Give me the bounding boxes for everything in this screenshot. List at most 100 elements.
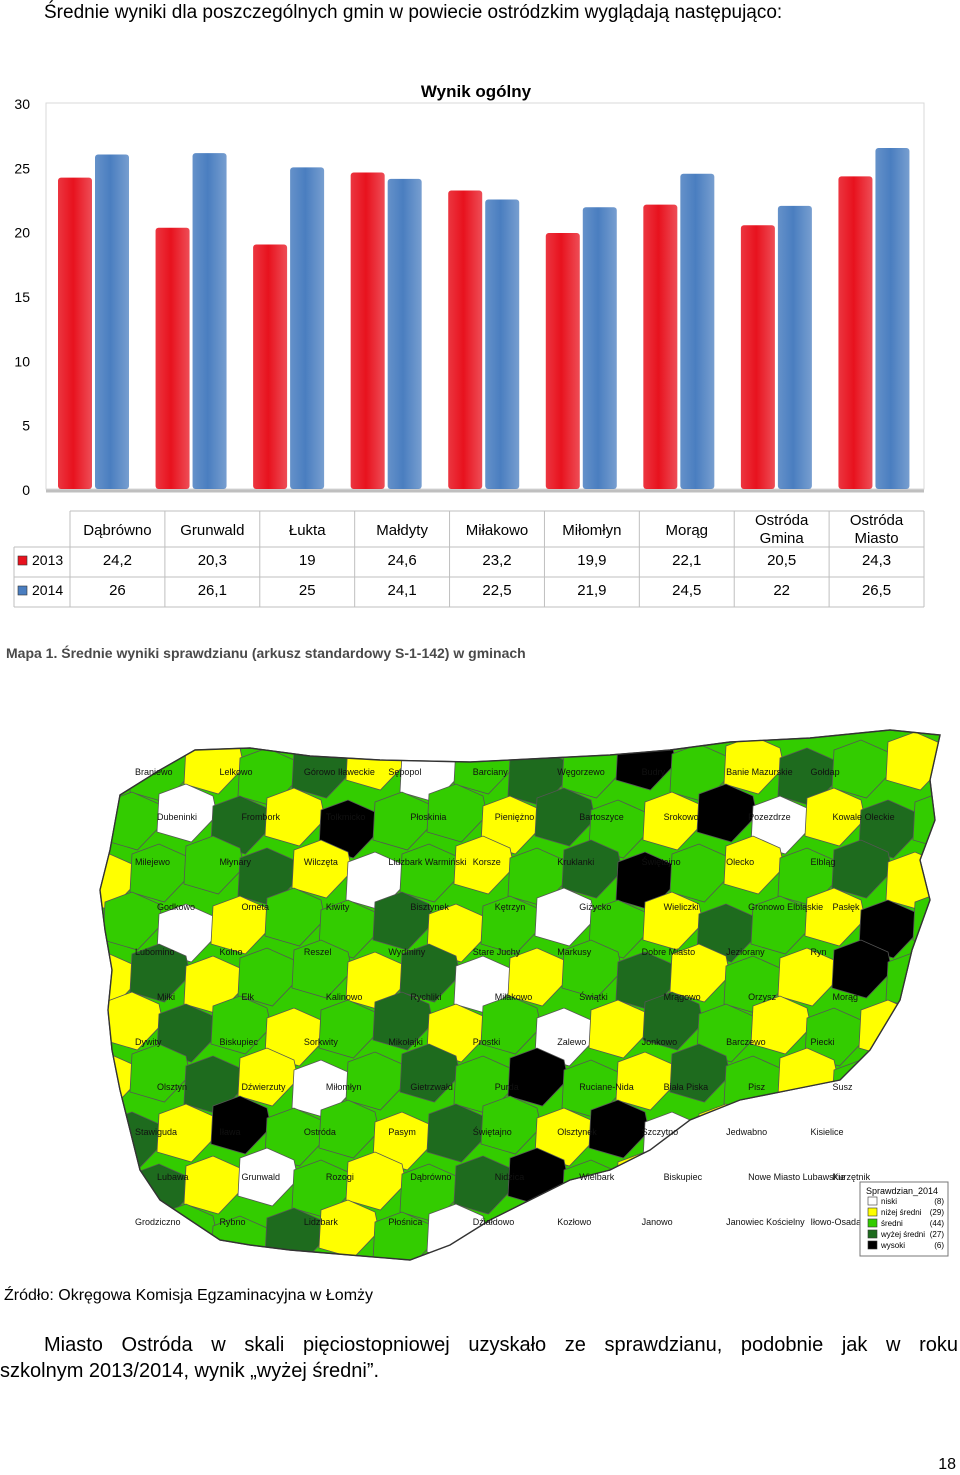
map-label: Mrągowo	[664, 992, 701, 1002]
map-label: Sępopol	[388, 767, 421, 777]
map-label: Stare Juchy	[473, 947, 521, 957]
map-label: Miłki	[157, 992, 175, 1002]
bar-2013	[155, 227, 190, 489]
municipality-map: Braniewo Lelkowo Górowo Iławeckie Sępopol Ba…	[50, 700, 950, 1265]
map-label: Kalinowo	[326, 992, 363, 1002]
map-region	[588, 1199, 650, 1259]
map-label: Biskupiec	[219, 1037, 258, 1047]
map-label: Dubeninki	[157, 812, 197, 822]
map-label: Srokowo	[664, 812, 699, 822]
map-label: Kozłowo	[557, 1217, 591, 1227]
legend-label: wyżej średni	[880, 1230, 925, 1239]
category-label: Miłakowo	[466, 522, 529, 539]
y-tick-label: 20	[14, 225, 30, 241]
bar-2014	[387, 178, 422, 489]
map-label: Pozezdrze	[748, 812, 791, 822]
map-label: Pasłęk	[833, 902, 861, 912]
bar-2013	[643, 204, 678, 489]
bar-2013	[350, 172, 385, 489]
legend-count: (44)	[930, 1219, 945, 1228]
bar-2014	[582, 207, 617, 489]
legend-swatch	[867, 1229, 878, 1239]
map-label: Grunwald	[241, 1172, 280, 1182]
map-label: Pieniężno	[495, 812, 535, 822]
map-region	[750, 1095, 812, 1155]
map-label: Janowiec Kościelny	[726, 1217, 805, 1227]
map-label: Elbląg	[811, 857, 836, 867]
legend-swatch-2013	[17, 555, 28, 566]
map-label: Barczewo	[726, 1037, 766, 1047]
map-label: Purda	[495, 1082, 519, 1092]
map-label: Lubomino	[135, 947, 175, 957]
map-label: Ruciane-Nida	[579, 1082, 634, 1092]
map-label: Olecko	[726, 857, 754, 867]
map-label: Kurzętnik	[833, 1172, 871, 1182]
map-label: Giżycko	[579, 902, 611, 912]
map-label: Olsztyn	[157, 1082, 187, 1092]
map-label: Zalewo	[557, 1037, 586, 1047]
map-region	[858, 1099, 920, 1159]
map-label: Piecki	[811, 1037, 835, 1047]
map-label: Nidzica	[495, 1172, 525, 1182]
map-label: Dywity	[135, 1037, 162, 1047]
bar-2014	[875, 148, 910, 489]
data-label: 26,1	[198, 582, 227, 599]
data-label: 26	[109, 582, 126, 599]
map-label: Świątki	[579, 991, 608, 1002]
map-region	[696, 1203, 758, 1260]
map-label: Lubawa	[157, 1172, 189, 1182]
map-label: Markusy	[557, 947, 592, 957]
map-label: Gołdap	[811, 767, 840, 777]
map-region	[858, 999, 920, 1059]
map-label: Kolno	[219, 947, 242, 957]
map-label: Budry	[642, 767, 666, 777]
data-label: 24,3	[862, 552, 891, 569]
map-label: Grodziczno	[135, 1217, 181, 1227]
legend-count: (27)	[930, 1230, 945, 1239]
map-label: Dobre Miasto	[642, 947, 696, 957]
map-label: Braniewo	[135, 767, 173, 777]
summary-paragraph: Miasto Ostróda w skali pięciostopniowej …	[0, 1332, 958, 1384]
bar-2014	[680, 173, 715, 489]
legend-swatch	[867, 1196, 878, 1206]
map-label: Lelkowo	[219, 767, 252, 777]
map-label: Mikołajki	[388, 1037, 423, 1047]
map-label: Janowo	[642, 1217, 673, 1227]
map-label: Prostki	[473, 1037, 501, 1047]
y-tick-label: 30	[14, 96, 30, 112]
map-label: Bisztynek	[410, 902, 449, 912]
data-label: 19	[299, 552, 316, 569]
map-label: Wielbark	[579, 1172, 615, 1182]
map-region	[885, 1051, 940, 1111]
map-label: Dźiałdowo	[473, 1217, 515, 1227]
data-label: 20,3	[198, 552, 227, 569]
map-label: Korsze	[473, 857, 501, 867]
y-tick-label: 0	[22, 482, 30, 498]
map-label: Susz	[833, 1082, 854, 1092]
map-label: Reszel	[304, 947, 332, 957]
data-label: 19,9	[577, 552, 606, 569]
map-label: Węgorzewo	[557, 767, 605, 777]
category-label: Gmina	[760, 530, 805, 547]
map-label: Tolkmicko	[326, 812, 366, 822]
map-label: Rybno	[219, 1217, 245, 1227]
intro-text: Średnie wyniki dla poszczególnych gmin w…	[44, 2, 783, 23]
summary-line-1: Miasto Ostróda w skali pięciostopniowej …	[44, 1334, 958, 1356]
map-label: Dźwierzuty	[241, 1082, 286, 1092]
data-label: 23,2	[482, 552, 511, 569]
legend-label: wysoki	[880, 1241, 905, 1250]
y-tick-label: 15	[14, 289, 30, 305]
map-label: Wilczęta	[304, 857, 338, 867]
bar-2014	[192, 153, 227, 489]
map-label: Ełk	[241, 992, 254, 1002]
y-tick-label: 10	[14, 353, 30, 369]
map-label: Stawiguda	[135, 1127, 177, 1137]
data-label: 26,5	[862, 582, 891, 599]
data-label: 21,9	[577, 582, 606, 599]
bar-2013	[545, 232, 580, 489]
data-label: 22,5	[482, 582, 511, 599]
map-label: Iława	[219, 1127, 240, 1137]
category-label: Miasto	[854, 530, 898, 547]
map-region	[885, 951, 940, 1011]
